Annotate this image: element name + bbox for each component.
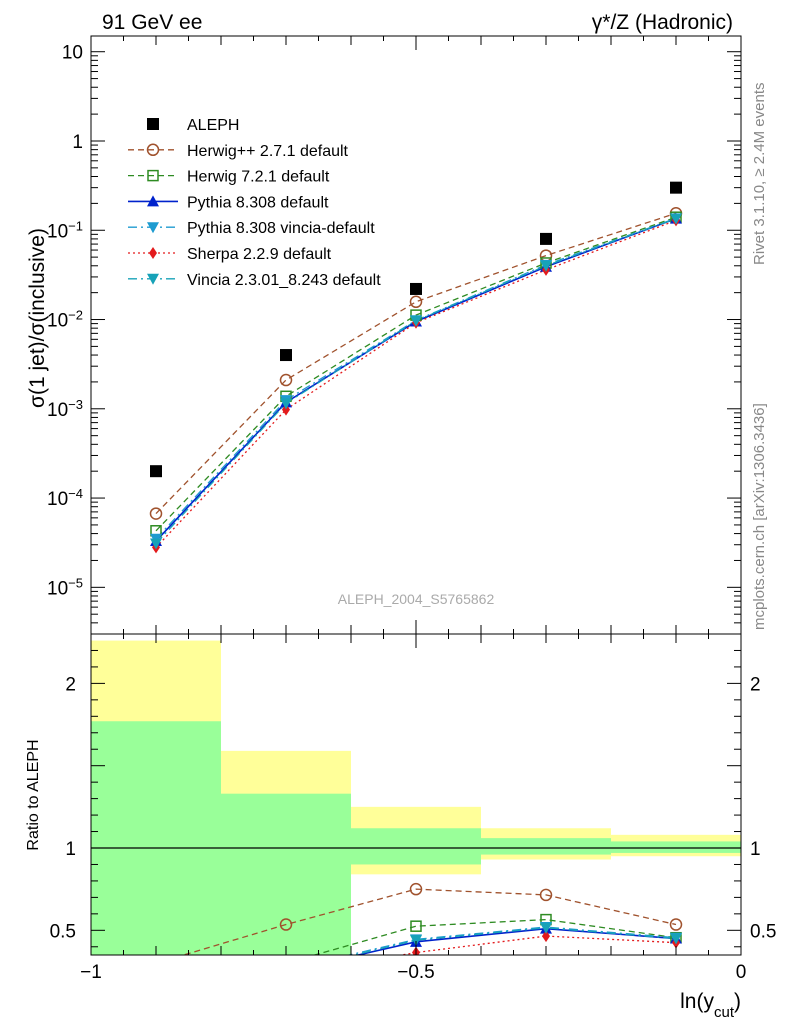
main-ytick-label: 1 [72,132,83,153]
main-line-pythia-8-308-default [155,217,677,542]
main-point-aleph-3 [540,232,552,245]
main-series-markers [149,181,683,554]
ratio-band-green-3 [481,838,611,855]
ratio-line-pythia-8-308-vincia-default [346,926,677,955]
ratio-band-green-4 [611,841,741,853]
main-point-herwig-2-7-1-default-3 [539,249,553,262]
main-line-herwig-7-2-1-default [155,216,677,532]
ratio-point-herwig-2-7-1-default-4 [669,918,683,931]
main-ytick-label: 10 [62,43,83,64]
ratio-y-tick-labels: 0.5 0.5 1 1 2 2 [50,674,777,942]
main-y-axis-label: σ(1 jet)/σ(inclusive) [26,228,49,408]
main-point-herwig-2-7-1-default-2 [409,295,423,309]
ratio-ytick-label-left: 0.5 [50,921,76,942]
ratio-ytick-label-right: 2 [750,674,761,695]
main-ytick-label: 10−3 [47,396,83,421]
main-point-sherpa-2-2-9-default-1 [282,403,290,416]
ratio-y-axis-label: Ratio to ALEPH [25,739,42,850]
legend-marker-aleph [147,118,159,130]
main-ytick-label: 10−1 [47,218,83,243]
ratio-point-herwig-7-2-1-default-2 [410,920,422,932]
header-right-label: γ*/Z (Hadronic) [592,11,733,34]
ratio-ytick-label-right: 1 [750,839,761,860]
main-line-herwig-2-7-1-default [155,212,677,515]
ratio-band-green-0 [91,721,221,955]
main-ytick-label: 10−4 [47,486,83,511]
legend-marker-pythia-8-308-vincia-default [147,222,159,234]
ratio-ytick-label-left: 2 [65,674,76,695]
x-tick-label: −1 [80,962,102,983]
ratio-band-green-1 [221,793,351,955]
ratio-line-herwig-2-7-1-default [181,888,677,955]
ratio-point-vincia-2-3-01-8-243-default-3 [540,922,552,934]
main-point-aleph-0 [150,465,162,478]
main-line-sherpa-2-2-9-default [155,219,677,548]
legend-label-herwig-7-2-1-default: Herwig 7.2.1 default [187,169,330,186]
main-point-vincia-2-3-01-8-243-default-4 [670,213,682,225]
main-line-vincia-2-3-01-8-243-default [155,218,677,544]
analysis-watermark: ALEPH_2004_S5765862 [338,591,495,607]
x-tick-labels: −1 −0.5 0 [80,962,746,983]
header-left-label: 91 GeV ee [102,11,202,34]
main-point-herwig-2-7-1-default-0 [149,507,163,520]
legend-label-pythia-8-308-default: Pythia 8.308 default [187,194,329,211]
main-ytick-label: 10−5 [47,575,83,600]
rivet-version-label: Rivet 3.1.10, ≥ 2.4M events [751,83,768,266]
ratio-point-herwig-2-7-1-default-2 [409,882,423,896]
main-point-aleph-4 [670,181,682,194]
legend-marker-pythia-8-308-default [147,195,159,207]
x-tick-label: 0 [736,962,747,983]
axis-ticks [90,36,742,955]
main-point-herwig-2-7-1-default-1 [279,373,293,387]
main-line-pythia-8-308-vincia-default [155,217,677,540]
legend: ALEPH Herwig++ 2.7.1 default Herwig 7.2.1 … [128,117,381,289]
main-point-vincia-2-3-01-8-243-default-3 [540,260,552,272]
ratio-uncertainty-bands [91,640,741,955]
legend-marker-vincia-2-3-01-8-243-default [147,273,159,285]
ratio-point-sherpa-2-2-9-default-3 [542,930,550,943]
legend-marker-herwig-7-2-1-default [147,169,159,182]
svg-text:ln(ycut): ln(ycut) [680,990,741,1021]
main-point-aleph-2 [410,282,422,295]
ratio-point-herwig-2-7-1-default-1 [279,918,293,931]
main-point-vincia-2-3-01-8-243-default-0 [150,538,162,550]
legend-label-sherpa-2-2-9-default: Sherpa 2.2.9 default [187,246,332,263]
ratio-line-vincia-2-3-01-8-243-default [351,927,677,955]
legend-label-vincia-2-3-01-8-243-default: Vincia 2.3.01_8.243 default [187,272,381,289]
ratio-band-green-2 [351,828,481,865]
ratio-point-vincia-2-3-01-8-243-default-4 [670,933,682,945]
main-point-aleph-1 [280,349,292,362]
main-ytick-label: 10−2 [47,307,83,332]
legend-marker-herwig-2-7-1-default [146,143,160,157]
main-point-vincia-2-3-01-8-243-default-2 [410,315,422,327]
legend-label-herwig-2-7-1-default: Herwig++ 2.7.1 default [187,143,349,160]
ratio-point-herwig-2-7-1-default-3 [539,888,553,902]
ratio-line-herwig-7-2-1-default [312,918,677,955]
mcplots-label: mcplots.cern.ch [arXiv:1306.3436] [751,403,768,630]
x-axis-label: ln(ycut) [680,990,741,1021]
legend-label-aleph: ALEPH [187,117,239,134]
ratio-point-vincia-2-3-01-8-243-default-2 [410,935,422,947]
main-y-tick-labels: 10−5 10−4 10−3 10−2 10−1 1 10 [47,43,83,600]
main-series-lines [155,212,677,548]
ratio-ytick-label-left: 1 [65,839,76,860]
main-point-vincia-2-3-01-8-243-default-1 [280,398,292,410]
legend-label-pythia-8-308-vincia-default: Pythia 8.308 vincia-default [187,220,375,237]
legend-marker-sherpa-2-2-9-default [149,247,157,259]
x-tick-label: −0.5 [397,962,435,983]
ratio-ytick-label-right: 0.5 [750,921,776,942]
